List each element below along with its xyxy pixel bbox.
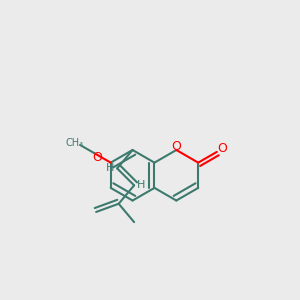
Text: O: O [92, 151, 102, 164]
Text: CH₃: CH₃ [66, 139, 84, 148]
Text: H: H [106, 164, 114, 173]
Text: O: O [171, 140, 181, 153]
Text: O: O [217, 142, 227, 155]
Text: H: H [137, 180, 146, 190]
